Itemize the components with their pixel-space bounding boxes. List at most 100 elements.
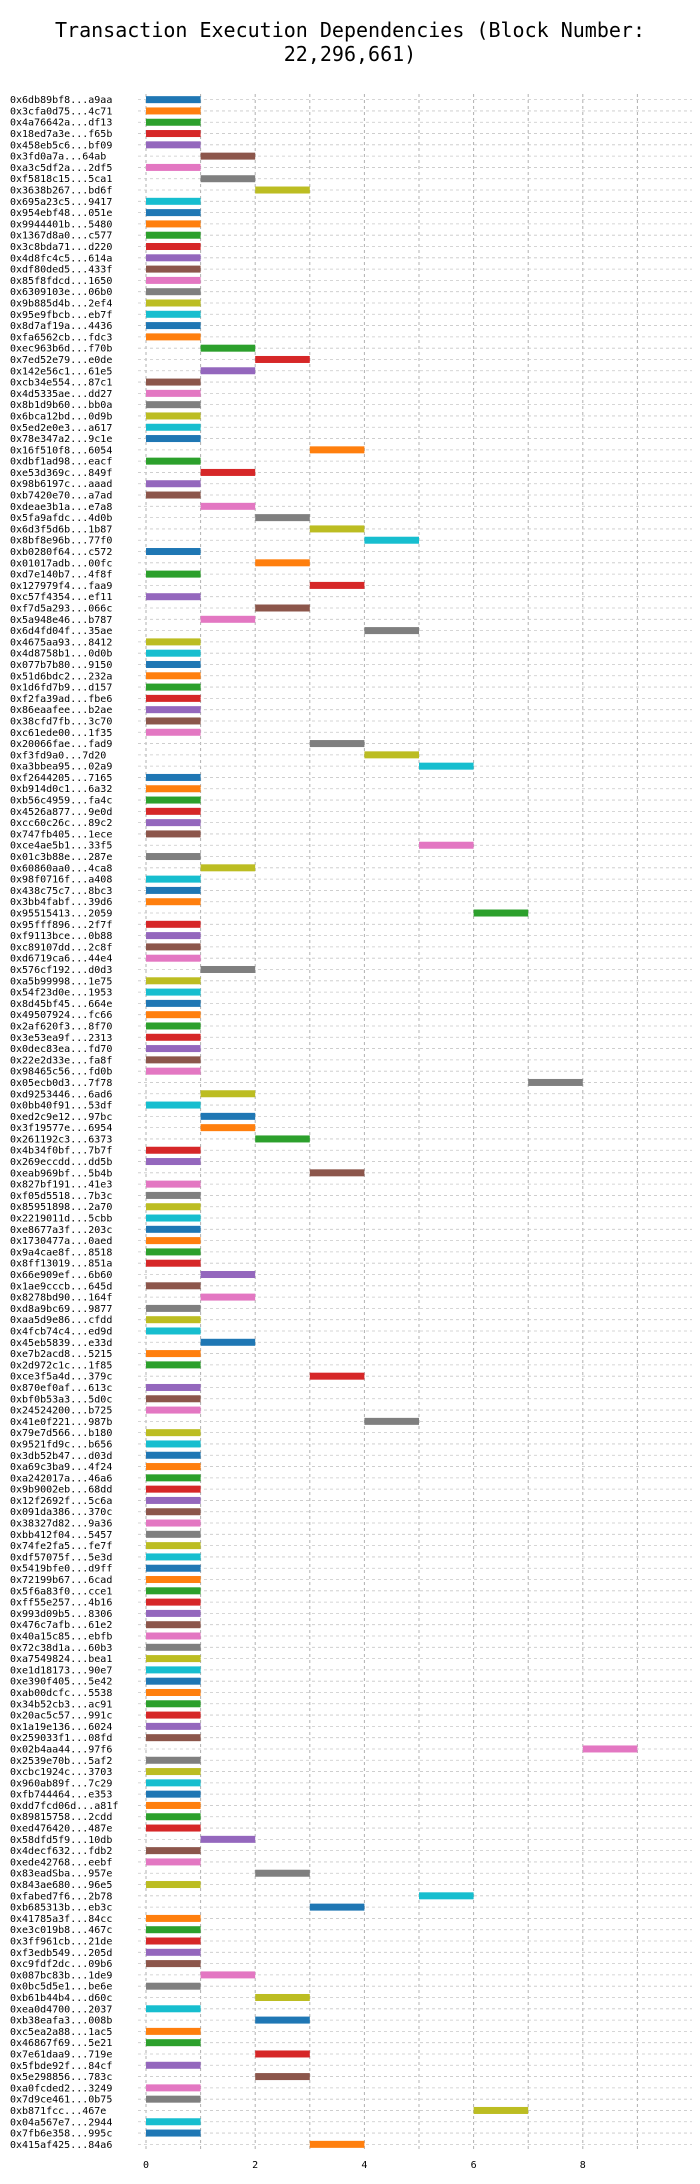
transaction-bar	[255, 2073, 310, 2081]
transaction-bar	[146, 638, 201, 646]
y-tick-label: 0x85951898...2a70	[10, 1202, 112, 1213]
y-tick-label: 0x45eb5839...e33d	[10, 1338, 112, 1349]
transaction-bar	[146, 1937, 201, 1945]
y-tick-label: 0x6309103e...06b0	[10, 287, 112, 298]
transaction-bar	[255, 1993, 310, 2001]
y-tick-label: 0xfb744464...e353	[10, 1790, 112, 1801]
transaction-bar	[146, 1982, 201, 1990]
y-tick-label: 0x1d6fd7b9...d157	[10, 683, 112, 694]
transaction-bar	[146, 1553, 201, 1561]
y-tick-label: 0x83eadSba...957e	[10, 1869, 112, 1880]
y-tick-label: 0x38cfd7fb...3c70	[10, 716, 112, 727]
transaction-bar	[146, 2039, 201, 2047]
x-tick-label: 0	[143, 2160, 149, 2171]
y-tick-label: 0x5fbde92f...84cf	[10, 2061, 112, 2072]
transaction-bar	[146, 1304, 201, 1312]
y-tick-label: 0x7e61daa9...719e	[10, 2049, 112, 2060]
transaction-bar	[146, 231, 201, 239]
transaction-bar	[309, 446, 365, 454]
transaction-bar	[419, 1892, 474, 1900]
y-tick-label: 0xb0280f64...c572	[10, 547, 112, 558]
y-tick-label: 0x4a76642a...df13	[10, 118, 112, 129]
transaction-bar	[146, 886, 201, 894]
y-tick-label: 0x3e53ea9f...2313	[10, 1033, 112, 1044]
transaction-bar	[146, 389, 201, 397]
y-tick-label: 0xce3f5a4d...379c	[10, 1372, 112, 1383]
transaction-bar	[146, 1768, 201, 1776]
transaction-bar	[146, 1813, 201, 1821]
y-tick-label: 0xed476420...487e	[10, 1824, 112, 1835]
transaction-bar	[200, 175, 256, 183]
transaction-bar	[200, 367, 256, 375]
y-tick-label: 0x3cfa0d75...4c71	[10, 106, 112, 117]
transaction-bar	[146, 1598, 201, 1606]
y-tick-label: 0xf05d5518...7b3c	[10, 1191, 112, 1202]
transaction-bar	[309, 2140, 365, 2148]
y-tick-label: 0xb685313b...eb3c	[10, 1903, 112, 1914]
transaction-bar	[146, 423, 201, 431]
transaction-bar	[200, 965, 256, 973]
y-tick-label: 0x8b1d9b60...bb0a	[10, 400, 112, 411]
transaction-bar	[146, 1881, 201, 1889]
transaction-bar	[146, 1259, 201, 1267]
y-tick-label: 0x6db89bf8...a9aa	[10, 95, 112, 106]
transaction-bar	[146, 1734, 201, 1742]
y-tick-label: 0x415af425...84a6	[10, 2140, 112, 2151]
y-tick-label: 0x747fb405...1ece	[10, 829, 112, 840]
transaction-bar	[200, 1971, 256, 1979]
transaction-bar	[146, 706, 201, 714]
y-tick-label: 0x2219011d...5cbb	[10, 1214, 112, 1225]
y-tick-label: 0x8278bd90...164f	[10, 1293, 112, 1304]
transaction-bar	[146, 333, 201, 341]
y-tick-label: 0xd8a9bc69...9877	[10, 1304, 112, 1315]
transaction-bar	[146, 898, 201, 906]
y-tick-label: 0x3c8bda71...d220	[10, 242, 112, 253]
y-tick-label: 0x4d5335ae...dd27	[10, 389, 112, 400]
transaction-bar	[146, 1666, 201, 1674]
y-tick-label: 0x12f2692f...5c6a	[10, 1496, 112, 1507]
y-tick-label: 0xe8677a3f...203c	[10, 1225, 112, 1236]
transaction-bar	[146, 457, 201, 465]
transaction-bar	[309, 525, 365, 533]
transaction-bar	[200, 1112, 256, 1120]
transaction-bar	[309, 1372, 365, 1380]
y-tick-label: 0xbf0b53a3...5d0c	[10, 1394, 112, 1405]
y-tick-label: 0x01017adb...00fc	[10, 558, 112, 569]
y-tick-label: 0xdeae3b1a...e7a8	[10, 502, 112, 513]
y-tick-label: 0x41785a3f...84cc	[10, 1914, 112, 1925]
y-tick-label: 0x2539e70b...5af2	[10, 1756, 112, 1767]
y-tick-label: 0xab00dcfc...5538	[10, 1688, 112, 1699]
transaction-bar	[255, 514, 310, 522]
transaction-bar	[146, 672, 201, 680]
y-tick-label: 0x20066fae...fad9	[10, 739, 112, 750]
transaction-bar	[146, 1655, 201, 1663]
transaction-bar	[146, 1508, 201, 1516]
transaction-bar	[146, 1327, 201, 1335]
y-tick-label: 0x8bf8e96b...77f0	[10, 536, 112, 547]
y-tick-label: 0xc61ede00...1f35	[10, 728, 112, 739]
y-tick-label: 0xf3fd9a0...7d20	[10, 750, 106, 761]
transaction-bar	[146, 728, 201, 736]
y-tick-label: 0x954ebf48...051e	[10, 208, 112, 219]
y-tick-label: 0x5a948e46...b787	[10, 615, 112, 626]
transaction-bar	[146, 932, 201, 940]
transaction-bar	[146, 1383, 201, 1391]
y-tick-label: 0xdbf1ad98...eacf	[10, 457, 112, 468]
transaction-bar	[473, 2106, 529, 2114]
transaction-bar	[146, 1858, 201, 1866]
y-tick-label: 0xc5ea2a88...1ac5	[10, 2027, 112, 2038]
transaction-bar	[146, 1609, 201, 1617]
transaction-bar	[146, 1214, 201, 1222]
transaction-bar	[146, 1485, 201, 1493]
y-tick-label: 0x4decf632...fdb2	[10, 1846, 112, 1857]
y-tick-label: 0x4526a877...9e0d	[10, 807, 112, 818]
y-tick-label: 0x40a15c85...ebfb	[10, 1632, 112, 1643]
transaction-bar	[146, 299, 201, 307]
transaction-bar	[364, 627, 419, 635]
transaction-bar	[146, 118, 201, 126]
y-tick-label: 0xa242017a...46a6	[10, 1473, 112, 1484]
y-tick-label: 0x9521fd9c...b656	[10, 1439, 112, 1450]
y-tick-label: 0x3bb4fabf...39d6	[10, 897, 112, 908]
transaction-bar	[146, 435, 201, 443]
transaction-bar	[146, 999, 201, 1007]
